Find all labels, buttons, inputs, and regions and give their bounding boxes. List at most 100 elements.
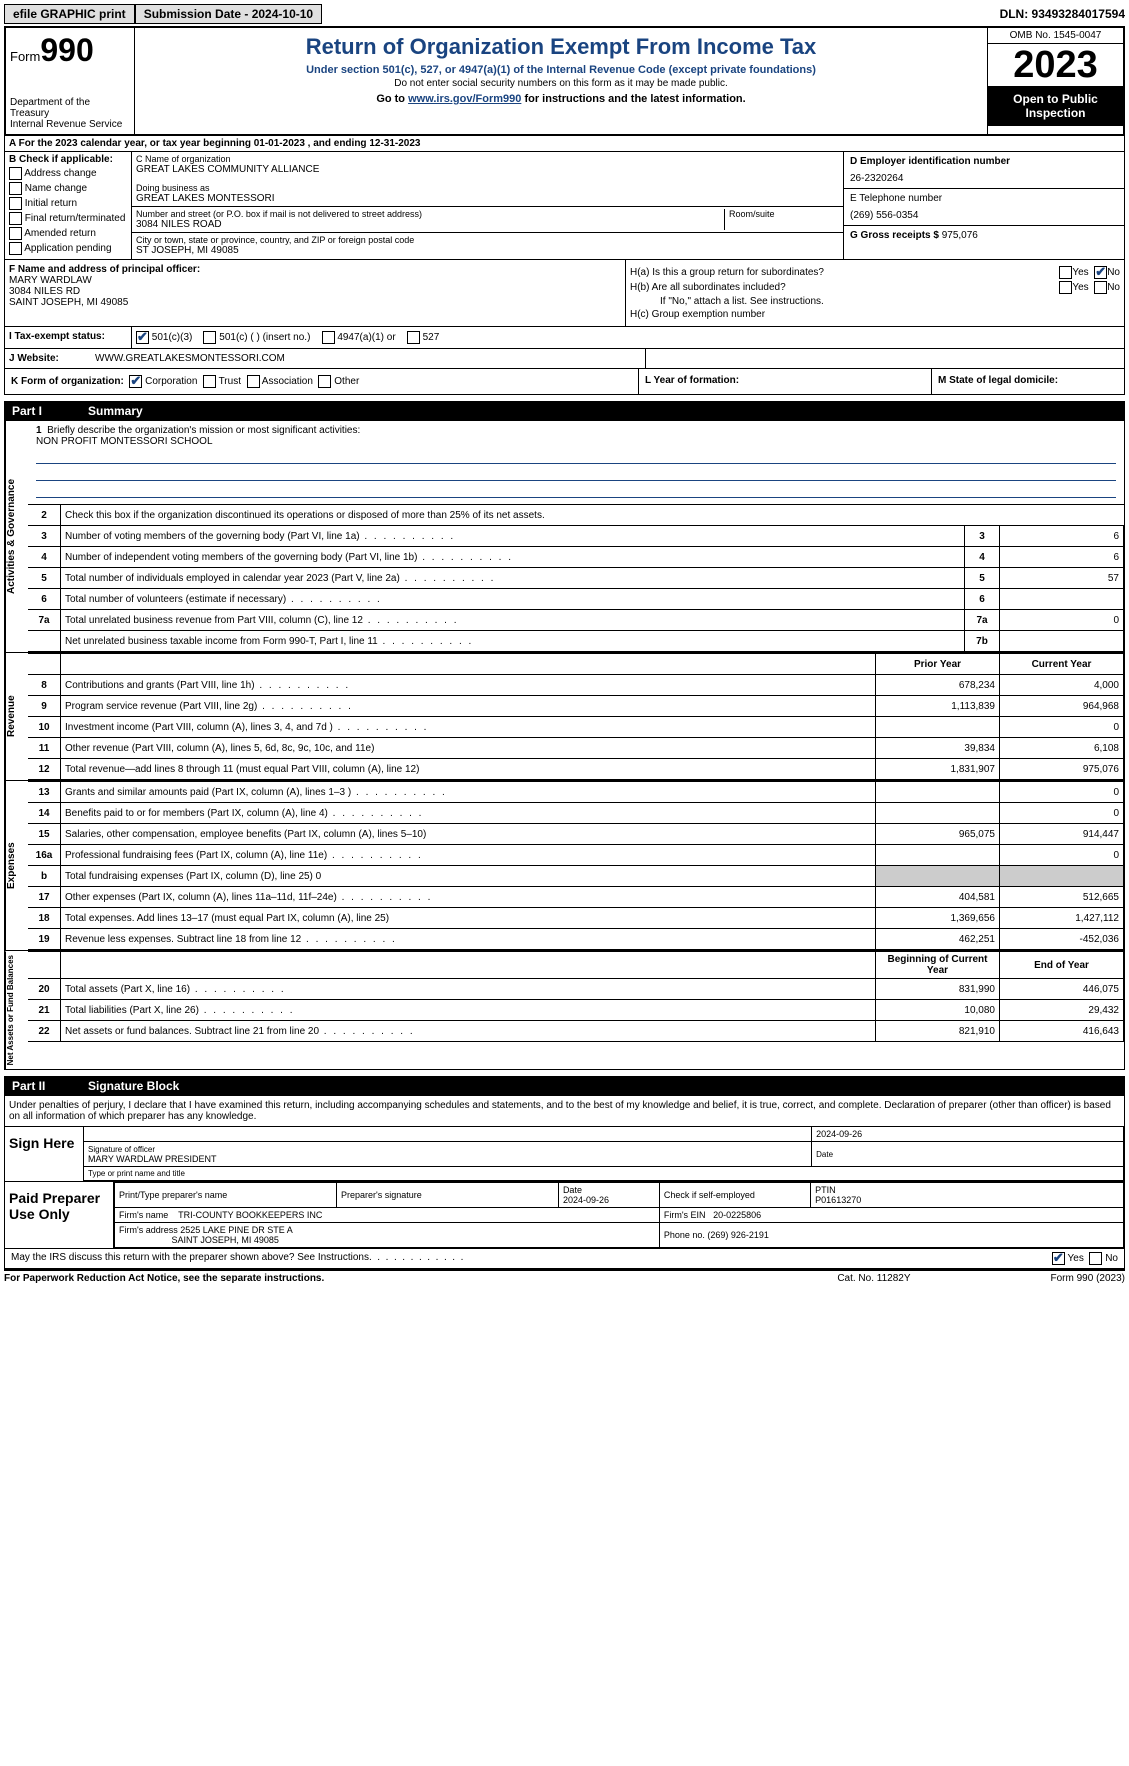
- chk-527[interactable]: [407, 331, 420, 344]
- entity-block: B Check if applicable: Address change Na…: [4, 152, 1125, 260]
- cat-no: Cat. No. 11282Y: [837, 1273, 910, 1284]
- chk-amended-return[interactable]: [9, 227, 22, 240]
- signature-block: Under penalties of perjury, I declare th…: [4, 1096, 1125, 1249]
- city-state-zip: ST JOSEPH, MI 49085: [136, 245, 839, 256]
- officer-sig-name: MARY WARDLAW PRESIDENT: [88, 1154, 217, 1164]
- dba-name: GREAT LAKES MONTESSORI: [136, 193, 839, 204]
- discuss-yes[interactable]: [1052, 1252, 1065, 1265]
- mission-question: Briefly describe the organization's miss…: [47, 425, 360, 436]
- page-footer: For Paperwork Reduction Act Notice, see …: [4, 1269, 1125, 1286]
- penalties-text: Under penalties of perjury, I declare th…: [5, 1096, 1124, 1127]
- form-subtitle-2: Do not enter social security numbers on …: [141, 78, 981, 89]
- part1-title: Summary: [88, 404, 143, 418]
- chk-other[interactable]: [318, 375, 331, 388]
- box-b-label: B Check if applicable:: [9, 154, 127, 165]
- k-label: K Form of organization:: [11, 376, 124, 387]
- chk-association[interactable]: [247, 375, 260, 388]
- fgh-block: F Name and address of principal officer:…: [4, 260, 1125, 327]
- governance-section: Activities & Governance 1 Briefly descri…: [4, 421, 1125, 653]
- net-assets-table: Beginning of Current YearEnd of Year 20T…: [28, 951, 1124, 1042]
- type-name-label: Type or print name and title: [84, 1167, 1124, 1181]
- officer-city: SAINT JOSEPH, MI 49085: [9, 297, 621, 308]
- prep-date: 2024-09-26: [563, 1195, 609, 1205]
- hc-cell: [645, 349, 1124, 368]
- top-bar: efile GRAPHIC print Submission Date - 20…: [4, 4, 1125, 24]
- chk-4947[interactable]: [322, 331, 335, 344]
- irs-discuss-row: May the IRS discuss this return with the…: [4, 1249, 1125, 1269]
- form-subtitle-1: Under section 501(c), 527, or 4947(a)(1)…: [141, 64, 981, 76]
- sign-date: 2024-09-26: [812, 1127, 1124, 1142]
- chk-501c[interactable]: [203, 331, 216, 344]
- irs-link[interactable]: www.irs.gov/Form990: [408, 93, 521, 105]
- chk-initial-return[interactable]: [9, 197, 22, 210]
- hb-no[interactable]: [1094, 281, 1107, 294]
- firm-name: TRI-COUNTY BOOKKEEPERS INC: [178, 1210, 322, 1220]
- open-to-public: Open to Public Inspection: [988, 86, 1123, 126]
- paid-preparer-label: Paid Preparer Use Only: [5, 1182, 114, 1248]
- side-expenses: Expenses: [5, 781, 28, 950]
- officer-sig-label: Signature of officer: [88, 1145, 155, 1154]
- tax-status-label: I Tax-exempt status:: [5, 327, 132, 348]
- part2-title: Signature Block: [88, 1079, 179, 1093]
- side-net-assets: Net Assets or Fund Balances: [5, 951, 28, 1069]
- ein-label: D Employer identification number: [850, 156, 1118, 167]
- officer-label: F Name and address of principal officer:: [9, 264, 621, 275]
- paperwork-notice: For Paperwork Reduction Act Notice, see …: [4, 1273, 837, 1284]
- telephone-label: E Telephone number: [850, 193, 1118, 204]
- form-title: Return of Organization Exempt From Incom…: [141, 34, 981, 60]
- firm-phone: (269) 926-2191: [707, 1230, 769, 1240]
- form-number: 990: [40, 32, 93, 68]
- ein-value: 26-2320264: [850, 173, 1118, 184]
- part2-label: Part II: [12, 1079, 72, 1093]
- expenses-table: 13Grants and similar amounts paid (Part …: [28, 781, 1124, 950]
- hc-label: H(c) Group exemption number: [630, 309, 1120, 320]
- dept-treasury: Department of the Treasury Internal Reve…: [10, 97, 130, 130]
- chk-final-return[interactable]: [9, 212, 22, 225]
- street-address: 3084 NILES ROAD: [136, 219, 724, 230]
- firm-addr2: SAINT JOSEPH, MI 49085: [172, 1235, 279, 1245]
- chk-trust[interactable]: [203, 375, 216, 388]
- omb-number: OMB No. 1545-0047: [988, 28, 1123, 44]
- hb-yes[interactable]: [1059, 281, 1072, 294]
- firm-addr1: 2525 LAKE PINE DR STE A: [180, 1225, 293, 1235]
- room-label: Room/suite: [729, 209, 839, 219]
- gross-receipts-label: G Gross receipts $: [850, 230, 939, 241]
- goto-post: for instructions and the latest informat…: [521, 93, 745, 105]
- irs-discuss-text: May the IRS discuss this return with the…: [11, 1252, 372, 1265]
- gross-receipts-value: 975,076: [942, 230, 978, 241]
- dba-label: Doing business as: [136, 183, 839, 193]
- hb-label: H(b) Are all subordinates included?: [630, 282, 786, 293]
- expenses-section: Expenses 13Grants and similar amounts pa…: [4, 781, 1125, 951]
- side-revenue: Revenue: [5, 653, 28, 780]
- chk-name-change[interactable]: [9, 182, 22, 195]
- mission-answer: NON PROFIT MONTESSORI SCHOOL: [36, 436, 1116, 447]
- chk-application-pending[interactable]: [9, 242, 22, 255]
- sign-here-label: Sign Here: [5, 1127, 84, 1181]
- telephone-value: (269) 556-0354: [850, 210, 1118, 221]
- org-name: GREAT LAKES COMMUNITY ALLIANCE: [136, 164, 839, 175]
- discuss-no[interactable]: [1089, 1252, 1102, 1265]
- prep-ptin: P01613270: [815, 1195, 861, 1205]
- l-label: L Year of formation:: [645, 375, 739, 386]
- ha-yes[interactable]: [1059, 266, 1072, 279]
- tax-status-row: I Tax-exempt status: 501(c)(3) 501(c) ( …: [4, 327, 1125, 349]
- net-assets-section: Net Assets or Fund Balances Beginning of…: [4, 951, 1125, 1070]
- website-row: J Website: WWW.GREATLAKESMONTESSORI.COM: [4, 349, 1125, 369]
- submission-date: Submission Date - 2024-10-10: [135, 4, 322, 24]
- city-label: City or town, state or province, country…: [136, 235, 839, 245]
- klm-row: K Form of organization: Corporation Trus…: [4, 369, 1125, 395]
- prep-selfemp: Check if self-employed: [664, 1190, 755, 1200]
- chk-corporation[interactable]: [129, 375, 142, 388]
- governance-table: 2Check this box if the organization disc…: [28, 504, 1124, 652]
- prep-sig-label: Preparer's signature: [336, 1183, 558, 1208]
- form-header: Form990 Department of the Treasury Inter…: [4, 26, 1125, 136]
- ha-label: H(a) Is this a group return for subordin…: [630, 267, 824, 278]
- goto-pre: Go to: [376, 93, 408, 105]
- chk-501c3[interactable]: [136, 331, 149, 344]
- ha-no[interactable]: [1094, 266, 1107, 279]
- org-name-label: C Name of organization: [136, 154, 839, 164]
- chk-address-change[interactable]: [9, 167, 22, 180]
- efile-print-button[interactable]: efile GRAPHIC print: [4, 4, 135, 24]
- prep-name-label: Print/Type preparer's name: [115, 1183, 337, 1208]
- dln: DLN: 93493284017594: [1000, 7, 1125, 21]
